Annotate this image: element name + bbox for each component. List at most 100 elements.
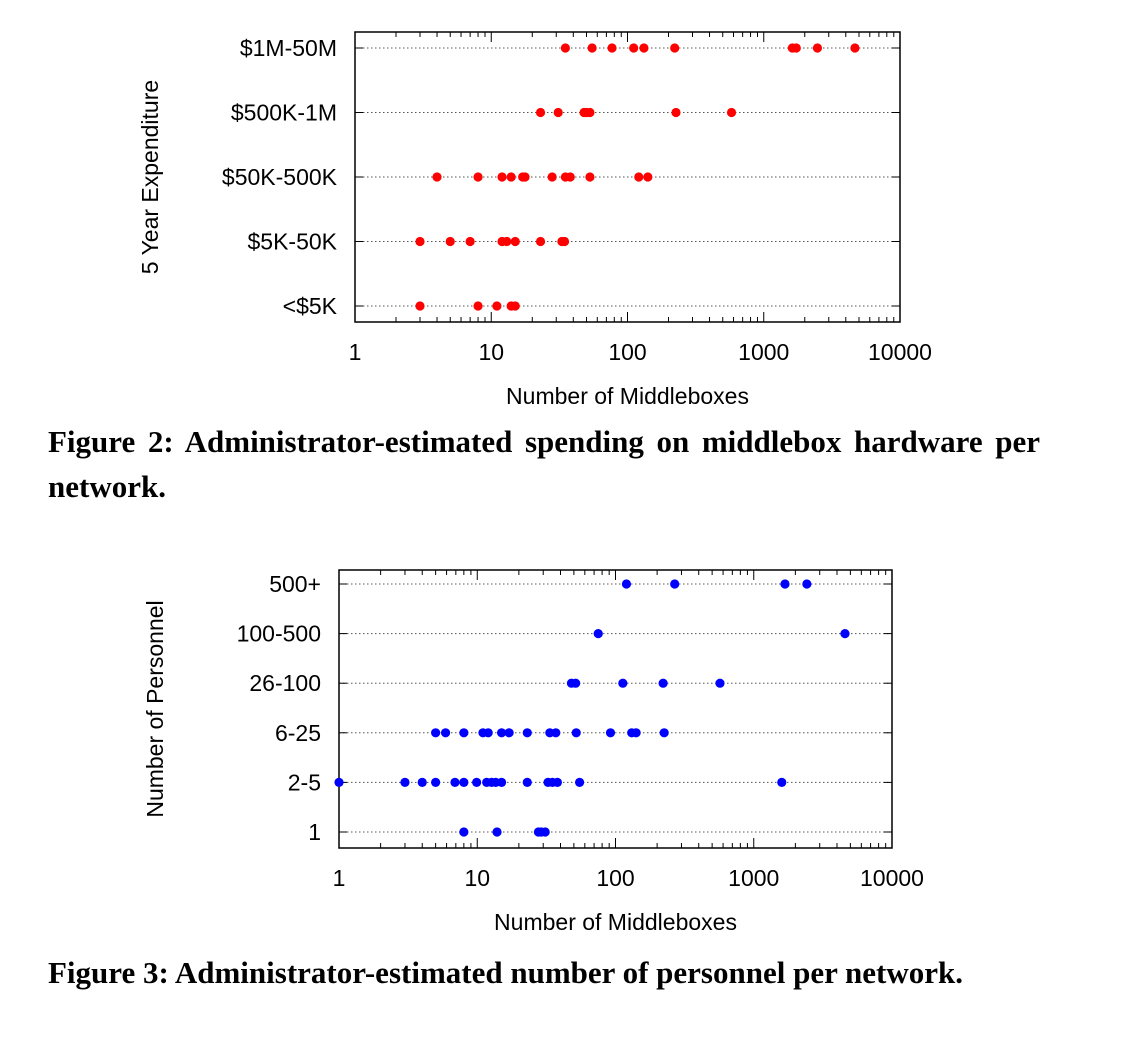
data-point xyxy=(465,236,475,247)
data-point xyxy=(791,43,801,53)
data-point xyxy=(540,827,550,837)
data-point xyxy=(510,301,520,311)
data-point xyxy=(670,43,680,53)
data-point xyxy=(658,678,668,688)
x-tick-label: 10 xyxy=(464,865,490,891)
data-point xyxy=(671,107,681,118)
data-point xyxy=(535,107,546,118)
data-point xyxy=(440,728,451,738)
data-point xyxy=(445,236,455,247)
data-point xyxy=(492,301,502,311)
figure-3-caption: Figure 3: Administrator-estimated number… xyxy=(48,955,963,990)
data-point xyxy=(432,172,442,182)
x-tick-label: 1 xyxy=(349,339,362,365)
data-point xyxy=(497,172,507,182)
y-tick-label: 100-500 xyxy=(237,621,321,647)
data-point xyxy=(473,301,483,311)
data-point xyxy=(585,172,595,182)
data-point xyxy=(560,43,570,53)
y-tick-label: 500+ xyxy=(269,571,321,597)
x-tick-label: 100 xyxy=(608,339,646,365)
data-point xyxy=(553,107,563,118)
y-tick-label: $500K-1M xyxy=(231,100,337,126)
data-point xyxy=(547,172,557,182)
data-point xyxy=(417,777,427,788)
y-tick-label: $50K-500K xyxy=(222,164,338,190)
data-point xyxy=(559,236,570,247)
data-point xyxy=(571,728,581,738)
data-point xyxy=(483,728,493,738)
figure-3-chart: 1 2-5 6-25 26-100 100-500 500+ 1 10 100 1000 10000… xyxy=(142,569,924,935)
data-point xyxy=(492,827,502,837)
data-point xyxy=(472,777,482,788)
data-point xyxy=(565,172,575,182)
y-tick-label: $1M-50M xyxy=(240,35,337,61)
data-point xyxy=(618,678,628,688)
data-point xyxy=(334,777,344,788)
data-point xyxy=(535,236,546,247)
data-point xyxy=(585,107,595,118)
data-point xyxy=(643,172,653,182)
data-point xyxy=(639,43,649,53)
data-point xyxy=(631,728,641,738)
data-point xyxy=(450,777,460,788)
data-point xyxy=(431,777,441,788)
data-point xyxy=(522,728,532,738)
data-point xyxy=(840,629,850,639)
data-point xyxy=(506,172,516,182)
data-point xyxy=(780,579,790,589)
data-point xyxy=(551,728,561,738)
x-tick-label: 10000 xyxy=(868,339,932,365)
data-point xyxy=(415,301,425,311)
data-point xyxy=(629,43,639,53)
data-point xyxy=(552,777,563,788)
data-point xyxy=(605,728,616,738)
data-point xyxy=(575,777,585,788)
data-point xyxy=(504,728,514,738)
data-point xyxy=(415,236,425,247)
y-tick-label: 26-100 xyxy=(249,670,321,696)
data-point xyxy=(593,629,603,639)
x-tick-label: 1 xyxy=(333,865,346,891)
data-point xyxy=(621,579,632,589)
data-point xyxy=(715,678,725,688)
y-tick-label: 1 xyxy=(308,819,321,845)
y-tick-label: 6-25 xyxy=(275,720,321,746)
data-point xyxy=(502,236,512,247)
x-axis-label: Number of Middleboxes xyxy=(506,383,749,409)
y-axis-label: Number of Personnel xyxy=(142,600,168,817)
data-point xyxy=(571,678,581,688)
x-tick-label: 10000 xyxy=(860,865,924,891)
data-point xyxy=(510,236,520,247)
data-point xyxy=(850,43,860,53)
data-point xyxy=(459,827,469,837)
x-tick-label: 100 xyxy=(596,865,634,891)
y-tick-label: 2-5 xyxy=(288,769,321,795)
x-axis-label: Number of Middleboxes xyxy=(494,909,737,935)
plot-frame xyxy=(338,569,893,849)
data-point xyxy=(777,777,787,788)
y-axis-label: 5 Year Expenditure xyxy=(137,80,163,274)
data-point xyxy=(496,777,507,788)
data-point xyxy=(634,172,644,182)
y-tick-label: <$5K xyxy=(283,293,338,319)
data-point xyxy=(496,728,507,738)
data-point xyxy=(670,579,680,589)
y-tick-label: $5K-50K xyxy=(247,229,337,255)
data-point xyxy=(726,107,737,118)
data-point xyxy=(459,728,469,738)
data-point xyxy=(607,43,617,53)
x-tick-label: 1000 xyxy=(738,339,789,365)
data-point xyxy=(522,777,532,788)
data-point xyxy=(400,777,410,788)
data-point xyxy=(812,43,823,53)
data-point xyxy=(659,728,669,738)
data-point xyxy=(520,172,530,182)
x-tick-label: 10 xyxy=(478,339,504,365)
figure-2-caption: Figure 2: Administrator-estimated spendi… xyxy=(48,424,1040,504)
data-point xyxy=(431,728,441,738)
figure-2-chart: <$5K $5K-50K $50K-500K $500K-1M $1M-50M 1 10 10… xyxy=(137,31,932,409)
data-point xyxy=(459,777,469,788)
data-point xyxy=(802,579,812,589)
plot-frame xyxy=(354,31,901,323)
